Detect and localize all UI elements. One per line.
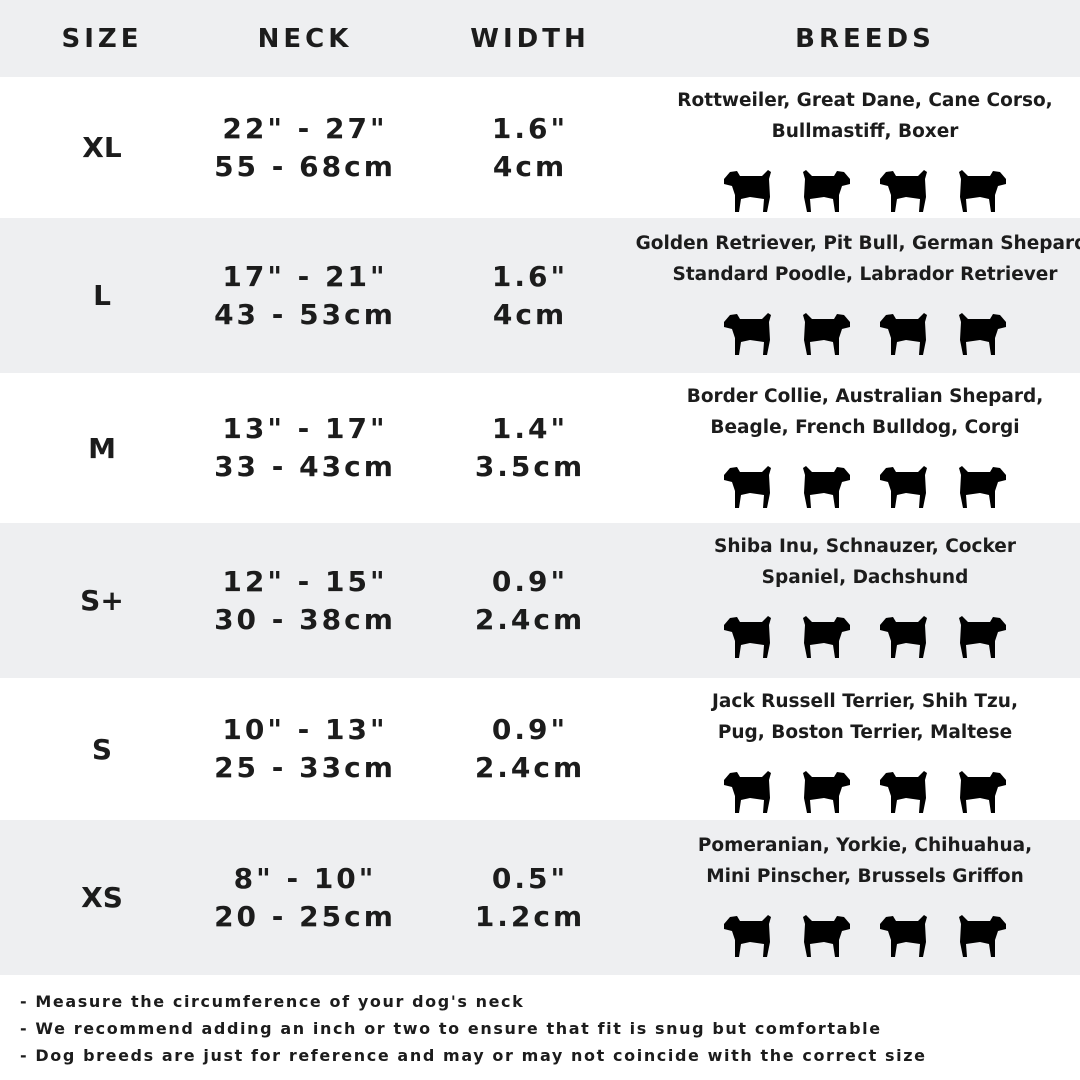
width-inches: 0.9" [491,564,569,598]
neck-inches: 22" - 27" [222,111,388,145]
size-label: M [88,431,116,465]
golden-retriever-silhouette-icon [724,313,771,355]
great-dane-silhouette-icon [803,170,850,212]
jack-russell-silhouette-icon [724,771,771,813]
dachshund-silhouette-icon [959,616,1006,658]
breeds-line: Mini Pinscher, Brussels Griffon [706,866,1024,887]
breeds-line: Golden Retriever, Pit Bull, German Shepa… [635,233,1080,254]
shiba-inu-silhouette-icon [724,616,771,658]
neck-inches: 17" - 21" [222,259,388,293]
neck-inches: 8" - 10" [233,861,377,895]
chihuahua-silhouette-icon [880,915,927,957]
neck-inches: 13" - 17" [222,412,388,445]
pug-silhouette-icon [880,771,927,813]
breed-silhouettes [717,902,1013,960]
maltese-silhouette-icon [959,771,1006,813]
width-inches: 0.9" [491,713,569,746]
neck-inches: 10" - 13" [222,713,388,746]
size-row: L 17" - 21" 43 - 53cm 1.6" 4cm Golden Retr… [0,218,1080,373]
neck-inches: 12" - 15" [222,564,388,598]
neck-cm: 25 - 33cm [214,751,396,784]
breeds-line: Beagle, French Bulldog, Corgi [710,417,1020,438]
width-cm: 3.5cm [474,450,586,483]
width-cm: 2.4cm [474,751,586,784]
breeds-line: Rottweiler, Great Dane, Cane Corso, [677,90,1053,111]
breeds-line: Spaniel, Dachshund [761,567,969,588]
neck-cm: 33 - 43cm [214,450,396,483]
breeds-line: Pug, Boston Terrier, Maltese [717,722,1013,743]
neck-cm: 43 - 53cm [214,297,396,331]
poodle-silhouette-icon [880,313,927,355]
size-label: S+ [80,584,124,617]
width-cm: 1.2cm [474,899,586,933]
schnauzer-silhouette-icon [803,616,850,658]
size-label: XL [82,131,122,164]
size-row: S 10" - 13" 25 - 33cm 0.9" 2.4cm Jack Russ… [0,678,1080,820]
header-width: WIDTH [470,23,590,54]
neck-cm: 55 - 68cm [214,149,396,183]
width-inches: 0.5" [491,861,569,895]
note: - We recommend adding an inch or two to … [20,1019,882,1038]
breeds-line: Shiba Inu, Schnauzer, Cocker [714,536,1016,557]
neck-cm: 30 - 38cm [214,602,396,636]
breeds-line: Pomeranian, Yorkie, Chihuahua, [697,835,1033,856]
note: - Measure the circumference of your dog'… [20,992,525,1011]
width-inches: 1.6" [491,259,569,293]
breed-silhouettes [717,758,1013,816]
breed-silhouettes [717,300,1013,358]
header-size: SIZE [61,23,143,54]
width-cm: 4cm [492,297,568,331]
french-bulldog-silhouette-icon [880,466,927,508]
yorkie-silhouette-icon [803,915,850,957]
header-neck: NECK [257,23,353,54]
notes: - Measure the circumference of your dog'… [20,988,927,1069]
corgi-silhouette-icon [959,466,1006,508]
breeds-line: Bullmastiff, Boxer [771,121,959,142]
header-breeds: BREEDS [795,23,935,54]
border-collie-silhouette-icon [724,466,771,508]
breeds-line: Border Collie, Australian Shepard, [686,386,1044,407]
header-row: SIZE NECK WIDTH BREEDS [0,0,1080,77]
neck-cm: 20 - 25cm [214,899,396,933]
shih-tzu-silhouette-icon [803,771,850,813]
bullmastiff-silhouette-icon [959,170,1006,212]
size-label: S [91,732,113,766]
breed-silhouettes [717,603,1013,661]
beagle-silhouette-icon [803,466,850,508]
size-label: L [93,279,111,312]
size-row: XS 8" - 10" 20 - 25cm 0.5" 1.2cm Pomerania… [0,820,1080,975]
size-row: M 13" - 17" 33 - 43cm 1.4" 3.5cm Border Co… [0,373,1080,523]
width-cm: 4cm [492,149,568,183]
german-shepherd-silhouette-icon [959,313,1006,355]
cane-corso-silhouette-icon [880,170,927,212]
breed-silhouettes [717,157,1013,215]
breed-silhouettes [717,453,1013,511]
labrador-silhouette-icon [803,313,850,355]
mini-pinscher-silhouette-icon [959,915,1006,957]
pomeranian-silhouette-icon [724,915,771,957]
size-label: XS [81,881,123,914]
size-row: XL 22" - 27" 55 - 68cm 1.6" 4cm Rottweiler… [0,77,1080,218]
breeds-line: Jack Russell Terrier, Shih Tzu, [712,691,1018,712]
note: - Dog breeds are just for reference and … [20,1046,927,1065]
size-row: S+ 12" - 15" 30 - 38cm 0.9" 2.4cm Shiba In… [0,523,1080,678]
width-cm: 2.4cm [474,602,586,636]
cocker-spaniel-silhouette-icon [880,616,927,658]
width-inches: 1.6" [491,111,569,145]
width-inches: 1.4" [491,412,569,445]
breeds-line: Standard Poodle, Labrador Retriever [672,264,1058,285]
rottweiler-silhouette-icon [724,170,771,212]
